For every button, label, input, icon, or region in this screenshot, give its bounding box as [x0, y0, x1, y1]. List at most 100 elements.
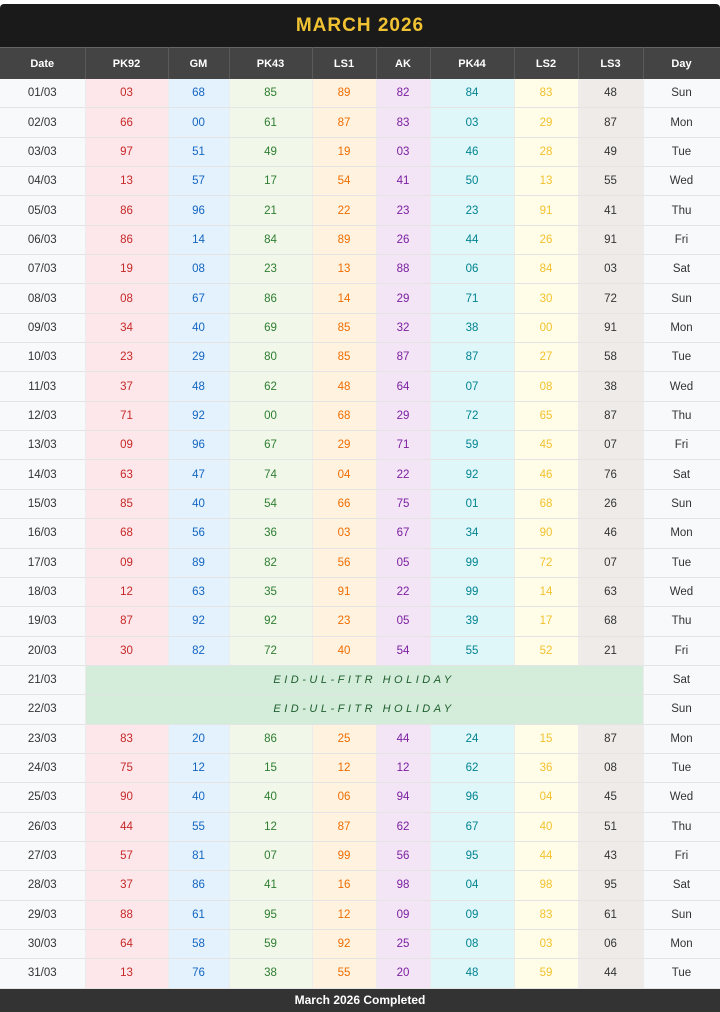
result-cell-pk92: 03 [85, 79, 169, 109]
result-cell-gm: 96 [168, 195, 230, 226]
table-row: 21/03 EID-UL-FITR HOLIDAY Sat [0, 665, 720, 696]
result-cell-pk44: 95 [430, 841, 515, 872]
result-cell-pk44: 38 [430, 313, 515, 344]
result-cell-gm: 81 [168, 841, 230, 872]
result-cell-ls3: 41 [578, 195, 644, 226]
result-cell-ak: 32 [376, 313, 431, 344]
result-cell-pk43: 62 [229, 371, 313, 402]
result-cell-pk92: 85 [85, 489, 169, 520]
result-cell-ak: 62 [376, 812, 431, 842]
result-cell-ls2: 15 [514, 724, 579, 754]
result-cell-ak: 12 [376, 753, 431, 784]
result-cell-pk92: 34 [85, 313, 169, 344]
result-cell-ls2: 30 [514, 283, 579, 314]
column-header-pk92: PK92 [85, 47, 169, 79]
table-row: 11/03 37 48 62 48 64 07 08 38 Wed [0, 371, 720, 402]
result-cell-ls3: 21 [578, 636, 644, 666]
result-cell-ls2: 04 [514, 782, 579, 813]
result-cell-ls2: 40 [514, 812, 579, 842]
result-cell-pk44: 96 [430, 782, 515, 813]
result-cell-ak: 98 [376, 870, 431, 901]
result-cell-ls3: 49 [578, 137, 644, 168]
result-cell-ak: 87 [376, 342, 431, 373]
day-cell: Mon [643, 518, 720, 549]
table-row: 04/03 13 57 17 54 41 50 13 55 Wed [0, 166, 720, 197]
result-cell-gm: 08 [168, 254, 230, 285]
date-cell: 14/03 [0, 459, 86, 490]
result-cell-ls1: 23 [312, 606, 377, 637]
column-header-ak: AK [376, 47, 431, 79]
date-cell: 26/03 [0, 812, 86, 842]
result-cell-ls3: 91 [578, 225, 644, 256]
result-cell-ls2: 72 [514, 548, 579, 578]
result-cell-ls1: 12 [312, 753, 377, 784]
table-row: 25/03 90 40 40 06 94 96 04 45 Wed [0, 782, 720, 813]
result-cell-ls3: 48 [578, 79, 644, 109]
result-cell-pk92: 37 [85, 870, 169, 901]
result-cell-pk92: 64 [85, 929, 169, 960]
date-cell: 09/03 [0, 313, 86, 344]
result-cell-ls3: 87 [578, 107, 644, 138]
result-cell-pk92: 37 [85, 371, 169, 402]
result-cell-pk43: 15 [229, 753, 313, 784]
result-cell-pk43: 17 [229, 166, 313, 197]
result-cell-ls2: 27 [514, 342, 579, 373]
result-cell-pk44: 09 [430, 900, 515, 930]
result-cell-gm: 58 [168, 929, 230, 960]
day-cell: Fri [643, 430, 720, 461]
result-cell-pk92: 23 [85, 342, 169, 373]
table-row: 01/03 03 68 85 89 82 84 83 48 Sun [0, 79, 720, 109]
column-header-ls2: LS2 [514, 47, 579, 79]
column-header-ls1: LS1 [312, 47, 377, 79]
result-cell-ak: 56 [376, 841, 431, 872]
table-row: 02/03 66 00 61 87 83 03 29 87 Mon [0, 107, 720, 138]
result-cell-gm: 20 [168, 724, 230, 754]
result-cell-pk43: 86 [229, 283, 313, 314]
table-row: 31/03 13 76 38 55 20 48 59 44 Tue [0, 958, 720, 989]
result-cell-ls2: 44 [514, 841, 579, 872]
result-cell-ls1: 92 [312, 929, 377, 960]
result-cell-ak: 26 [376, 225, 431, 256]
result-cell-pk92: 90 [85, 782, 169, 813]
result-cell-gm: 89 [168, 548, 230, 578]
table-row: 17/03 09 89 82 56 05 99 72 07 Tue [0, 548, 720, 578]
result-cell-pk43: 74 [229, 459, 313, 490]
result-cell-ak: 29 [376, 401, 431, 432]
result-cell-pk43: 69 [229, 313, 313, 344]
result-cell-ls3: 95 [578, 870, 644, 901]
result-cell-pk44: 39 [430, 606, 515, 637]
result-cell-pk92: 63 [85, 459, 169, 490]
result-cell-pk43: 40 [229, 782, 313, 813]
result-cell-ls1: 89 [312, 79, 377, 109]
result-cell-ak: 29 [376, 283, 431, 314]
result-cell-ls1: 19 [312, 137, 377, 168]
day-cell: Mon [643, 313, 720, 344]
result-cell-pk44: 01 [430, 489, 515, 520]
result-cell-gm: 76 [168, 958, 230, 989]
result-cell-gm: 00 [168, 107, 230, 138]
result-cell-ak: 88 [376, 254, 431, 285]
date-cell: 04/03 [0, 166, 86, 197]
date-cell: 16/03 [0, 518, 86, 549]
result-cell-pk92: 13 [85, 958, 169, 989]
result-cell-gm: 14 [168, 225, 230, 256]
date-cell: 25/03 [0, 782, 86, 813]
result-cell-gm: 61 [168, 900, 230, 930]
result-cell-pk43: 00 [229, 401, 313, 432]
table-row: 16/03 68 56 36 03 67 34 90 46 Mon [0, 518, 720, 549]
result-cell-pk44: 34 [430, 518, 515, 549]
date-cell: 24/03 [0, 753, 86, 784]
result-cell-ls1: 48 [312, 371, 377, 402]
result-cell-pk43: 07 [229, 841, 313, 872]
result-cell-ls1: 06 [312, 782, 377, 813]
date-cell: 19/03 [0, 606, 86, 637]
result-cell-pk44: 04 [430, 870, 515, 901]
result-cell-pk43: 92 [229, 606, 313, 637]
table-row: 14/03 63 47 74 04 22 92 46 76 Sat [0, 459, 720, 490]
day-cell: Fri [643, 841, 720, 872]
result-cell-ls1: 16 [312, 870, 377, 901]
result-cell-ak: 09 [376, 900, 431, 930]
result-cell-ak: 94 [376, 782, 431, 813]
date-cell: 08/03 [0, 283, 86, 314]
result-cell-ls1: 54 [312, 166, 377, 197]
